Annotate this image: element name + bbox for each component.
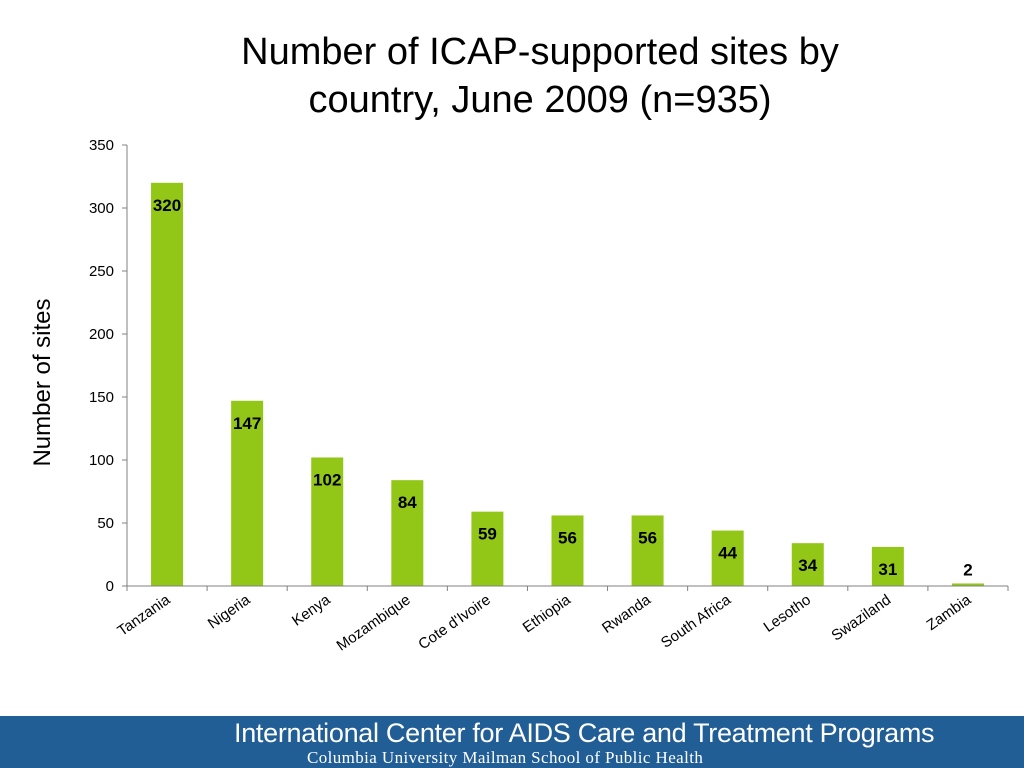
x-tick-label: Kenya [289,591,334,630]
bar-zambia [951,583,984,586]
data-label: 102 [313,470,341,489]
chart-title-line-2: country, June 2009 (n=935) [308,79,772,121]
data-label: 56 [558,528,577,547]
x-tick-label: Zambia [924,591,975,634]
data-labels: 320 147 102 84 59 56 56 44 34 31 2 [153,196,973,580]
y-tick-label: 300 [89,200,114,217]
y-axis-title: Number of sites [29,298,56,466]
data-label: 147 [233,414,261,433]
y-axis-ticks: 0 50 100 150 200 250 300 350 [89,137,1009,595]
x-tick-label: Rwanda [599,591,654,637]
bar-kenya [311,457,344,586]
data-label: 59 [478,525,497,544]
data-label: 34 [798,556,817,575]
data-label: 320 [153,196,181,215]
x-axis-tick-labels: Tanzania Nigeria Kenya Mozambique Cote d'Ivo… [114,591,974,655]
data-label: 2 [963,560,972,579]
chart-title-line-1: Number of ICAP-supported sites by [241,31,839,73]
x-tick-label: Swaziland [828,591,894,644]
y-tick-label: 250 [89,263,114,280]
x-tick-label: Nigeria [205,591,254,633]
bar-lesotho [791,543,824,586]
footer-school-name: Columbia University Mailman School of Pu… [307,748,704,767]
x-tick-label: Tanzania [114,591,173,640]
y-tick-label: 100 [89,452,114,469]
data-label: 44 [718,544,737,563]
bar-chart: 0 50 100 150 200 250 300 350 320 147 102 84 59 56 56 4… [29,137,1009,655]
y-tick-label: 0 [106,578,114,595]
x-tick-label: South Africa [658,591,735,652]
x-tick-label: Mozambique [334,591,414,654]
y-tick-label: 200 [89,326,114,343]
bar-ethiopia [551,515,584,586]
footer-banner: International Center for AIDS Care and T… [0,716,1024,768]
y-tick-label: 150 [89,389,114,406]
bar-swaziland [871,546,904,586]
data-label: 56 [638,528,657,547]
chart-title: Number of ICAP-supported sites by countr… [100,28,980,124]
y-tick-label: 50 [97,515,114,532]
data-label: 84 [398,493,417,512]
x-tick-label: Ethiopia [520,591,575,636]
x-tick-label: Lesotho [761,591,814,636]
y-tick-label: 350 [89,137,114,154]
bar-tanzania [151,182,184,587]
bar-cote-d-ivoire [471,511,504,586]
bar-rwanda [631,515,664,586]
bar-south-africa [711,530,744,586]
bars [151,182,984,587]
footer-organization-name: International Center for AIDS Care and T… [234,718,935,748]
bar-nigeria [231,400,264,586]
data-label: 31 [878,560,897,579]
bar-mozambique [391,480,424,586]
x-tick-label: Cote d'Ivoire [415,591,493,653]
